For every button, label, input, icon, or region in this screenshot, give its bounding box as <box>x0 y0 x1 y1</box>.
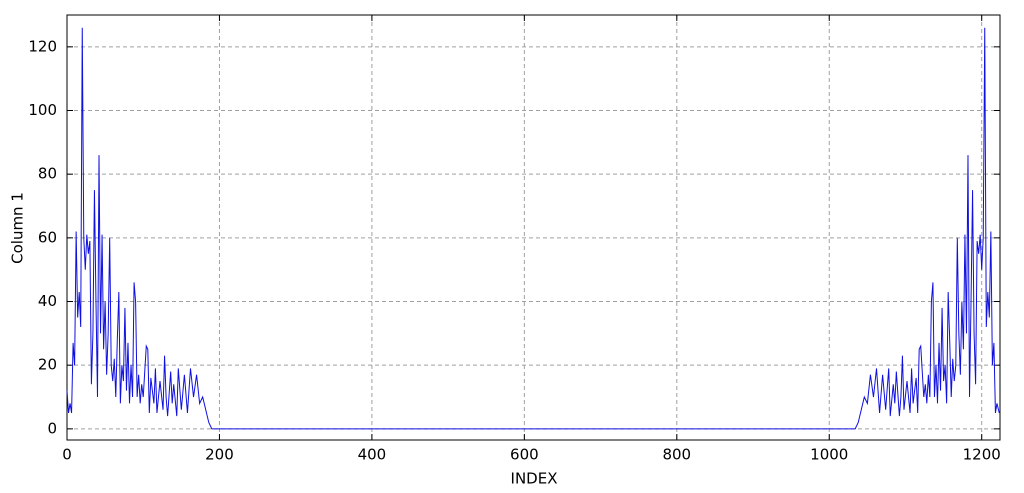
x-tick-label: 200 <box>205 446 234 464</box>
x-tick-label: 1200 <box>963 446 1001 464</box>
x-tick-label: 0 <box>62 446 72 464</box>
y-tick-label: 60 <box>38 228 57 246</box>
y-tick-label: 100 <box>28 101 57 119</box>
data-line <box>66 27 1000 430</box>
y-tick-label: 20 <box>38 356 57 374</box>
x-tick-label: 1000 <box>810 446 848 464</box>
y-tick-label: 80 <box>38 165 57 183</box>
plot-frame <box>66 14 1001 441</box>
y-tick-label: 40 <box>38 292 57 310</box>
y-axis-label: Column 1 <box>9 192 27 264</box>
x-axis-label: INDEX <box>511 470 558 488</box>
x-tick-label: 400 <box>358 446 387 464</box>
y-tick-label: 0 <box>47 419 57 437</box>
y-tick-label: 120 <box>28 37 57 55</box>
x-tick-label: 600 <box>510 446 539 464</box>
x-tick-label: 800 <box>662 446 691 464</box>
